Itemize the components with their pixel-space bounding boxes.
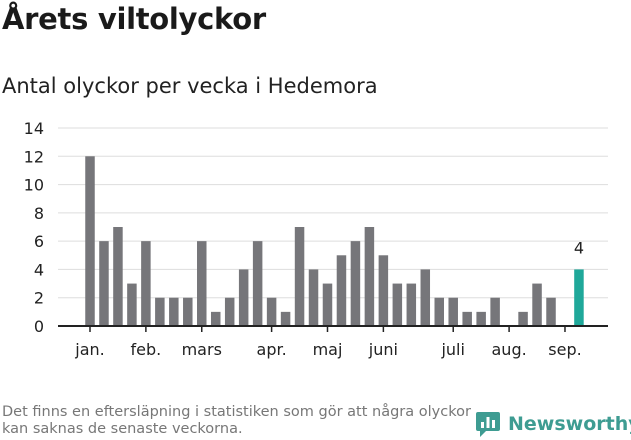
bar	[99, 241, 109, 326]
y-tick-label: 4	[34, 260, 44, 279]
x-tick-label: aug.	[492, 340, 527, 359]
bar	[490, 297, 500, 326]
x-tick-label: mars	[182, 340, 222, 359]
bar	[420, 269, 431, 326]
bar	[238, 269, 249, 326]
bar	[308, 269, 319, 326]
highlight-value-label: 4	[574, 238, 584, 257]
highlighted-bar	[574, 269, 584, 326]
bar	[518, 311, 528, 326]
bar	[294, 227, 305, 326]
x-tick-label: maj	[313, 340, 343, 359]
bar	[183, 297, 193, 326]
bar	[127, 283, 137, 326]
bar	[392, 283, 403, 326]
x-tick-label: jan.	[74, 340, 104, 359]
bar	[448, 297, 458, 326]
bar	[197, 241, 207, 326]
x-tick-label: apr.	[257, 340, 287, 359]
bar	[476, 311, 486, 326]
bar	[210, 311, 221, 326]
bar	[336, 255, 347, 326]
bar	[266, 297, 277, 326]
bar	[252, 241, 263, 326]
bar	[364, 227, 375, 326]
bar	[169, 297, 179, 326]
y-tick-label: 8	[34, 204, 44, 223]
bar	[462, 311, 472, 326]
y-tick-label: 0	[34, 317, 44, 336]
bar	[406, 283, 417, 326]
bar	[85, 156, 95, 326]
newsworthy-logo-icon	[476, 412, 500, 437]
bar	[378, 255, 389, 326]
y-tick-label: 2	[34, 289, 44, 308]
y-tick-label: 14	[24, 119, 44, 138]
footnote: Det finns en eftersläpning i statistiken…	[2, 404, 471, 437]
bar	[350, 241, 361, 326]
x-tick-label: juni	[368, 340, 398, 359]
brand-name: Newsworthy	[508, 413, 631, 435]
y-tick-label: 10	[24, 176, 44, 195]
bar	[532, 283, 542, 326]
bar	[155, 297, 165, 326]
newsworthy-brand[interactable]: Newsworthy	[476, 408, 631, 440]
y-tick-label: 12	[24, 147, 44, 166]
bar	[546, 297, 556, 326]
weekly-accidents-bar-chart: 0 2 4 6 8 10 12 14 jan. feb. mars apr. maj juni juli au…	[24, 119, 608, 359]
bar	[141, 241, 151, 326]
x-tick-label: sep.	[548, 340, 581, 359]
bar	[113, 227, 123, 326]
chart-title: Årets viltolyckor	[2, 2, 266, 36]
bar	[280, 311, 291, 326]
bar	[224, 297, 235, 326]
x-tick-label: juli	[440, 340, 464, 359]
y-tick-label: 6	[34, 232, 44, 251]
chart-subtitle: Antal olyckor per vecka i Hedemora	[2, 74, 378, 98]
bar	[322, 283, 333, 326]
x-tick-label: feb.	[131, 340, 162, 359]
bar	[434, 297, 444, 326]
